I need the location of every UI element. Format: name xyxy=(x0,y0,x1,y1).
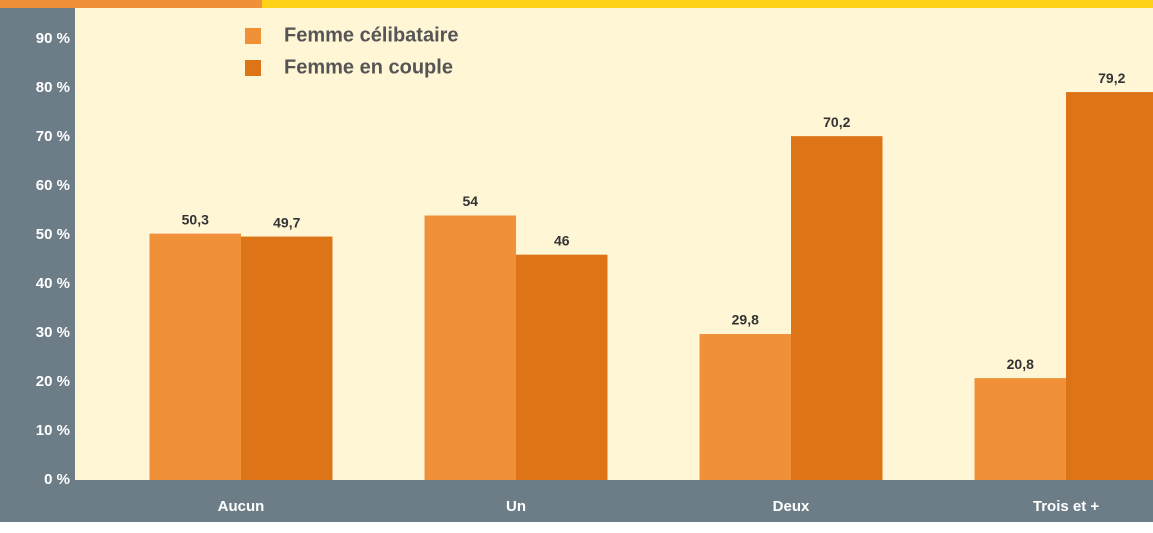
bar xyxy=(791,136,883,480)
legend-label: Femme en couple xyxy=(284,56,453,78)
x-tick-label: Un xyxy=(506,498,526,515)
legend-label: Femme célibataire xyxy=(284,24,459,46)
value-label: 49,7 xyxy=(273,214,300,230)
y-tick-label: 30 % xyxy=(36,324,70,341)
y-tick-label: 90 % xyxy=(36,30,70,47)
value-label: 70,2 xyxy=(823,114,850,130)
y-tick-label: 40 % xyxy=(36,275,70,292)
value-label: 50,3 xyxy=(182,211,209,227)
y-tick-label: 50 % xyxy=(36,226,70,243)
top-strip xyxy=(262,0,1153,8)
y-tick-label: 10 % xyxy=(36,422,70,439)
value-label: 20,8 xyxy=(1007,356,1034,372)
bar xyxy=(699,334,791,480)
y-tick-label: 80 % xyxy=(36,79,70,96)
bar xyxy=(149,233,241,480)
x-tick-label: Deux xyxy=(773,498,810,515)
top-strip xyxy=(0,0,262,8)
value-label: 29,8 xyxy=(732,312,759,328)
legend-swatch xyxy=(245,28,261,44)
y-tick-label: 60 % xyxy=(36,177,70,194)
value-label: 46 xyxy=(554,232,570,248)
bar xyxy=(241,236,333,480)
bar xyxy=(974,378,1066,480)
value-label: 54 xyxy=(462,193,478,209)
y-tick-label: 20 % xyxy=(36,373,70,390)
bar xyxy=(424,215,516,481)
y-tick-label: 0 % xyxy=(44,471,70,488)
value-label: 79,2 xyxy=(1098,70,1125,86)
x-tick-label: Aucun xyxy=(218,498,265,515)
y-tick-label: 70 % xyxy=(36,128,70,145)
x-tick-label: Trois et + xyxy=(1033,498,1100,515)
bar xyxy=(1066,92,1153,480)
bar xyxy=(516,254,608,480)
legend-swatch xyxy=(245,60,261,76)
